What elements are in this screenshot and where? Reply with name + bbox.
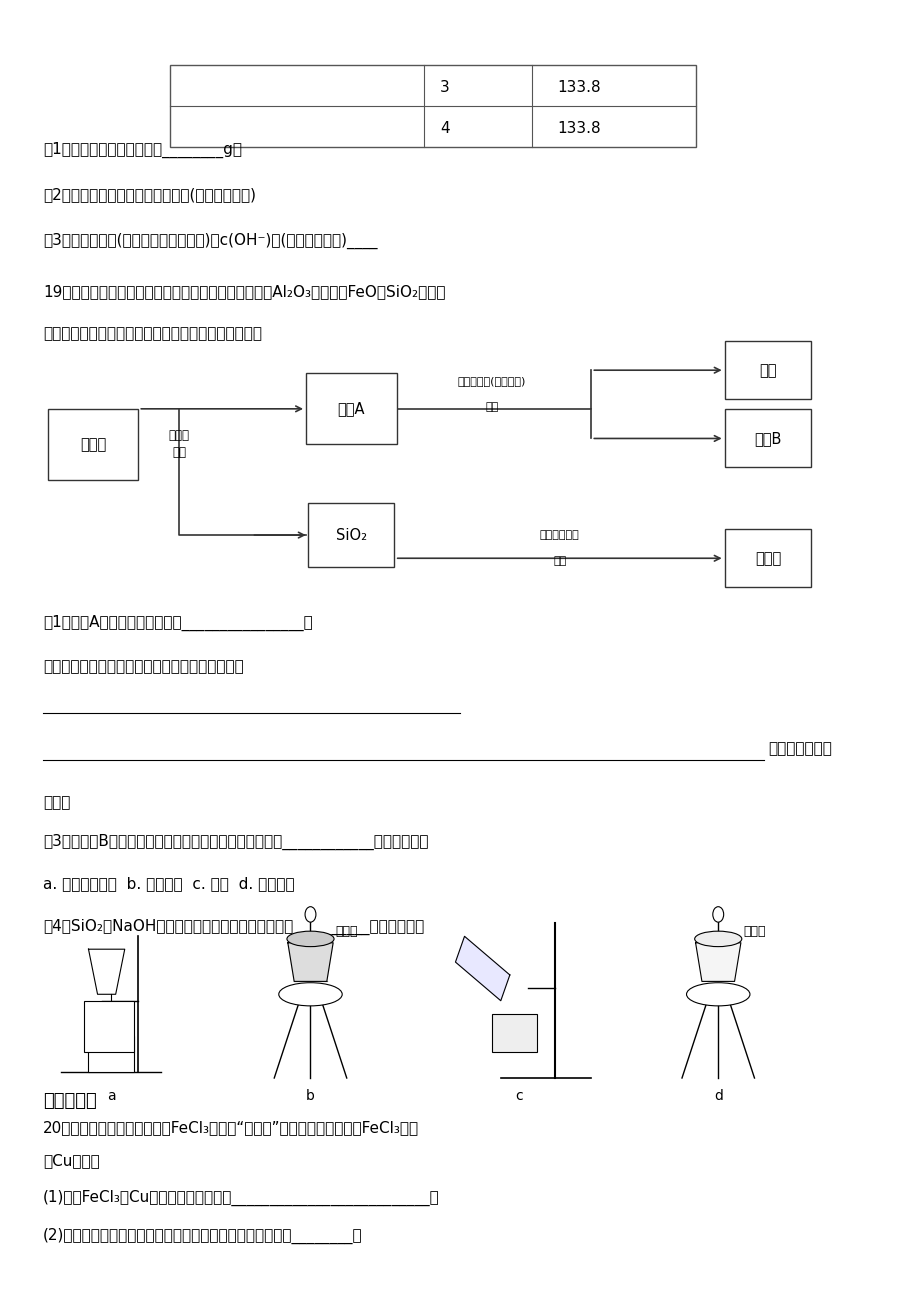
- Text: 133.8: 133.8: [556, 121, 600, 137]
- FancyBboxPatch shape: [308, 503, 394, 568]
- Text: 过滤: 过滤: [484, 402, 498, 413]
- Text: a. 氢氧化鰺溶液  b. 硫酸溶液  c. 氨水  d. 二氧化碳: a. 氢氧化鰺溶液 b. 硫酸溶液 c. 氨水 d. 二氧化碳: [43, 876, 294, 892]
- Circle shape: [712, 906, 723, 922]
- Text: 滤液B: 滤液B: [754, 431, 781, 447]
- Ellipse shape: [694, 931, 741, 947]
- FancyBboxPatch shape: [306, 374, 396, 444]
- Ellipse shape: [287, 931, 334, 947]
- Text: 焙烧: 焙烧: [552, 556, 566, 565]
- Text: （注明试剂、现: （注明试剂、现: [767, 742, 831, 756]
- Circle shape: [305, 906, 315, 922]
- Text: （4）SiO₂和NaOH焙烧制备硅酸鰺，可采用的装置为__________（填代号）。: （4）SiO₂和NaOH焙烧制备硅酸鰺，可采用的装置为__________（填代…: [43, 919, 424, 935]
- Bar: [170, 65, 695, 147]
- Text: 工业上用铝土矿制备铝的某种化合物的工艺流程如下：: 工业上用铝土矿制备铝的某种化合物的工艺流程如下：: [43, 327, 262, 341]
- Text: 沉淠: 沉淠: [758, 363, 776, 378]
- Text: d: d: [713, 1088, 722, 1103]
- Text: 硅酸鰺: 硅酸鰺: [754, 551, 780, 566]
- Text: （1）滤液A所含溶质属于盐的是________________。: （1）滤液A所含溶质属于盐的是________________。: [43, 615, 312, 631]
- Text: c: c: [515, 1088, 522, 1103]
- Polygon shape: [288, 943, 333, 982]
- Bar: [491, 1013, 537, 1052]
- Ellipse shape: [686, 983, 749, 1006]
- Polygon shape: [455, 936, 509, 1001]
- Text: a: a: [107, 1088, 115, 1103]
- Text: 氮氧化鰺固体: 氮氧化鰺固体: [539, 530, 579, 540]
- Text: 133.8: 133.8: [556, 81, 600, 95]
- Text: 将Cu溶解。: 将Cu溶解。: [43, 1154, 100, 1168]
- Text: SiO₂: SiO₂: [335, 527, 367, 543]
- Text: (2)该反应中被氧化的物质与被还原的物质的物质的量之比是________。: (2)该反应中被氧化的物质与被还原的物质的物质的量之比是________。: [43, 1228, 362, 1245]
- Text: （2）试计算样品中铝的质量分数。(写出解题过程): （2）试计算样品中铝的质量分数。(写出解题过程): [43, 187, 255, 202]
- Bar: [84, 1001, 133, 1052]
- Text: 3: 3: [439, 81, 449, 95]
- Text: 滤液A: 滤液A: [337, 401, 365, 417]
- Bar: [88, 1035, 133, 1072]
- FancyBboxPatch shape: [724, 410, 811, 467]
- Text: 19．铝元素在自然界中主要存在于铝土矿（主要成分为Al₂O₃，还含有FeO、SiO₂）中。: 19．铝元素在自然界中主要存在于铝土矿（主要成分为Al₂O₃，还含有FeO、Si…: [43, 284, 445, 299]
- FancyBboxPatch shape: [724, 530, 811, 587]
- Text: 20．工业上印刷电路板时常用FeCl₃溶液做“腑蚀液”，反应的原理为利用FeCl₃溶液: 20．工业上印刷电路板时常用FeCl₃溶液做“腑蚀液”，反应的原理为利用FeCl…: [43, 1120, 419, 1135]
- Ellipse shape: [278, 983, 342, 1006]
- Text: 4: 4: [439, 121, 449, 137]
- Text: 铝土矿: 铝土矿: [80, 437, 106, 452]
- Text: （3）反应后溶液(溶液的体积变化忽略)的c(OH⁻)。(写出解题过程)____: （3）反应后溶液(溶液的体积变化忽略)的c(OH⁻)。(写出解题过程)____: [43, 232, 378, 249]
- Text: 过滤: 过滤: [172, 447, 186, 460]
- Text: 铁坝埚: 铁坝埚: [335, 926, 357, 939]
- Text: 稀盐酸: 稀盐酸: [168, 430, 189, 443]
- Text: （3）将滤液B中的铝元素以沉淠形式析出，最佳试剂应选____________（填代号）。: （3）将滤液B中的铝元素以沉淠形式析出，最佳试剂应选____________（填…: [43, 833, 428, 850]
- Text: 瓷坝埚: 瓷坝埚: [743, 926, 765, 939]
- FancyBboxPatch shape: [724, 341, 811, 400]
- FancyBboxPatch shape: [48, 410, 138, 480]
- Text: b: b: [306, 1088, 314, 1103]
- Text: 适量漂白液(氧化除铁): 适量漂白液(氧化除铁): [457, 376, 526, 385]
- Text: （1）反应中生成气体的质量________g。: （1）反应中生成气体的质量________g。: [43, 142, 242, 159]
- Text: （２）检验滤液Ｂ中是否还含有铁元素的方法为：: （２）检验滤液Ｂ中是否还含有铁元素的方法为：: [43, 659, 244, 673]
- Text: 三、实验题: 三、实验题: [43, 1091, 96, 1109]
- Text: 象）。: 象）。: [43, 796, 71, 810]
- Text: (1)写出FeCl₃与Cu反应的离子方程式：__________________________。: (1)写出FeCl₃与Cu反应的离子方程式：__________________…: [43, 1190, 439, 1206]
- Polygon shape: [695, 943, 740, 982]
